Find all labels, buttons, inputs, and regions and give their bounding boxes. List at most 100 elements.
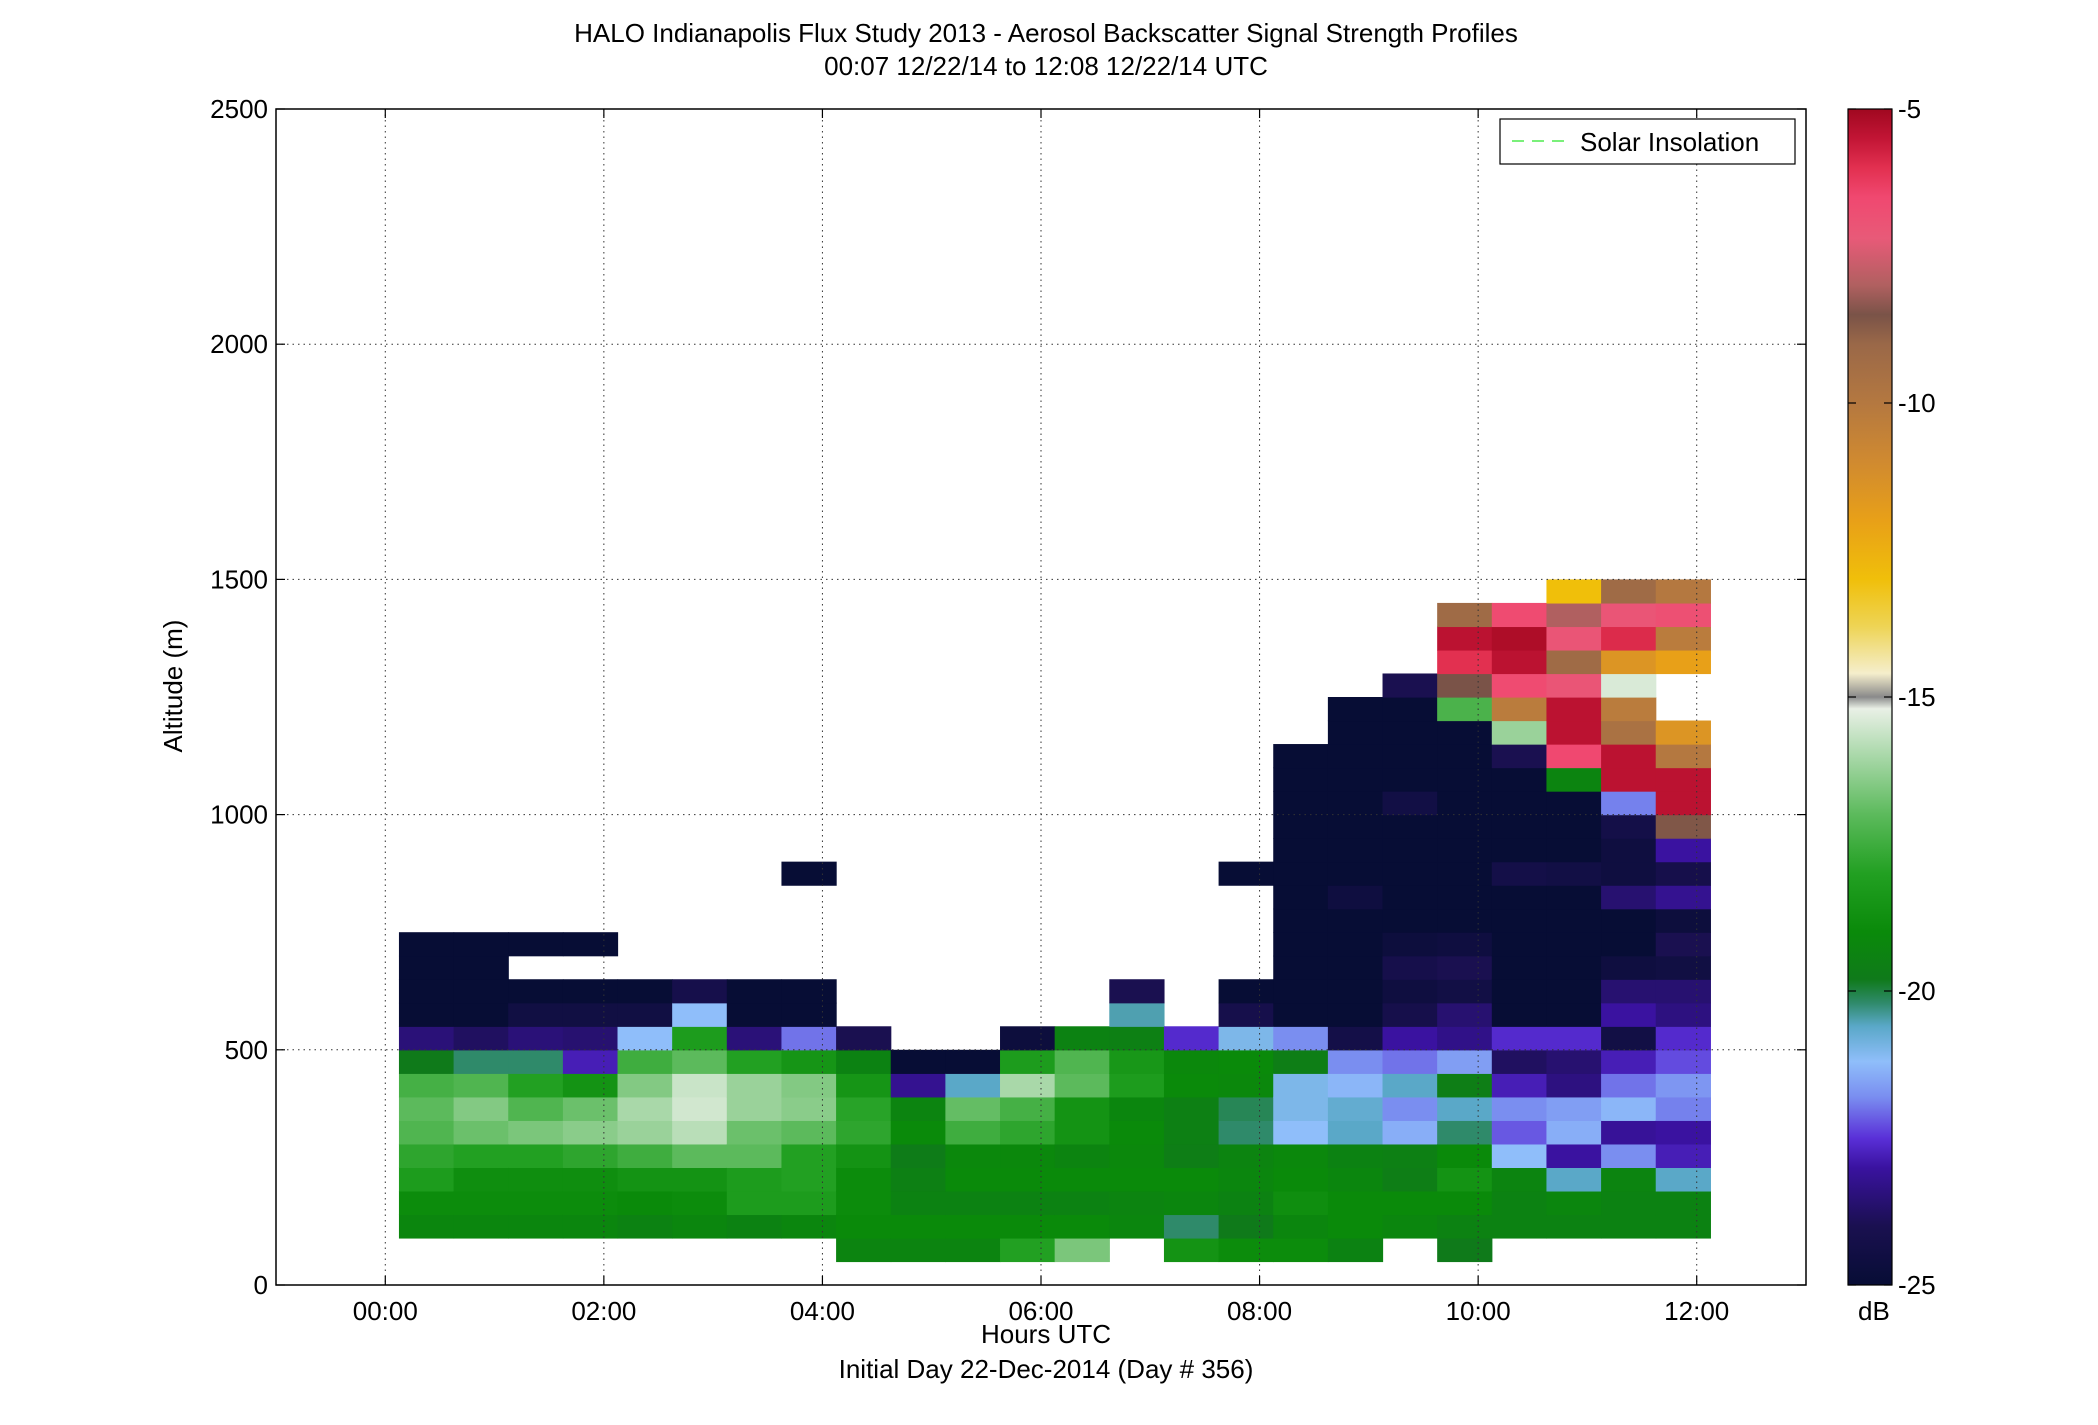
heatmap-cell bbox=[1655, 744, 1711, 769]
heatmap-cell bbox=[1491, 697, 1548, 722]
heatmap-cell bbox=[1273, 955, 1329, 980]
colorbar-ticks: -5 -10 -15 -20 -25 bbox=[1848, 94, 1936, 1300]
heatmap-cell bbox=[1655, 791, 1711, 816]
heatmap-cell bbox=[453, 1214, 509, 1239]
heatmap-cell bbox=[1491, 1096, 1548, 1121]
heatmap-cell bbox=[1437, 838, 1493, 863]
heatmap-cell bbox=[1163, 1143, 1220, 1168]
heatmap-cell bbox=[617, 1049, 673, 1074]
heatmap-cell bbox=[453, 1002, 509, 1027]
heatmap-cell bbox=[1437, 791, 1493, 816]
heatmap-cell bbox=[1437, 885, 1493, 910]
heatmap-cell bbox=[1601, 1096, 1657, 1121]
heatmap-cell bbox=[1109, 1167, 1165, 1192]
heatmap-cell bbox=[945, 1073, 1001, 1098]
heatmap-cell bbox=[1601, 720, 1657, 745]
heatmap-cell bbox=[672, 1049, 728, 1074]
heatmap-cell bbox=[1273, 1096, 1329, 1121]
heatmap-cell bbox=[1546, 861, 1602, 886]
heatmap-cell bbox=[1437, 1190, 1493, 1216]
heatmap-cell bbox=[1163, 1214, 1220, 1239]
heatmap-cell bbox=[1054, 1143, 1110, 1168]
heatmap-cell bbox=[1000, 1120, 1056, 1145]
heatmap-cell bbox=[1491, 908, 1548, 933]
chart-subtitle: 00:07 12/22/14 to 12:08 12/22/14 UTC bbox=[824, 51, 1268, 81]
heatmap-cell bbox=[1109, 1214, 1165, 1239]
heatmap-cell bbox=[1163, 1096, 1220, 1121]
heatmap-cell bbox=[1601, 1073, 1657, 1098]
heatmap-cell bbox=[1327, 767, 1384, 792]
heatmap-cell bbox=[1382, 1026, 1438, 1051]
heatmap-cell bbox=[562, 1049, 619, 1074]
legend[interactable]: Solar Insolation bbox=[1499, 118, 1796, 165]
heatmap-cell bbox=[890, 1120, 946, 1145]
legend-label-solar-insolation: Solar Insolation bbox=[1580, 127, 1759, 157]
y-tick-label: 2500 bbox=[210, 94, 268, 124]
heatmap-cell bbox=[1655, 885, 1711, 910]
heatmap-cell bbox=[672, 1120, 728, 1145]
heatmap-cell bbox=[1655, 602, 1711, 628]
heatmap-cell bbox=[1655, 1002, 1711, 1027]
heatmap-cell bbox=[1000, 1049, 1056, 1074]
heatmap-cell bbox=[1491, 626, 1548, 651]
heatmap-cell bbox=[1655, 1143, 1711, 1168]
heatmap-cell bbox=[1601, 579, 1657, 604]
heatmap-cell bbox=[1546, 791, 1602, 816]
heatmap-cell bbox=[1601, 838, 1657, 863]
heatmap-cell bbox=[726, 1167, 783, 1192]
heatmap-cell bbox=[1491, 932, 1548, 957]
heatmap-cell bbox=[1163, 1190, 1220, 1216]
heatmap-cell bbox=[398, 1167, 455, 1192]
heatmap-cell bbox=[781, 1167, 837, 1192]
heatmap-cell bbox=[562, 1073, 619, 1098]
heatmap-cell bbox=[781, 861, 837, 886]
heatmap-cell bbox=[1655, 626, 1711, 651]
heatmap-cell bbox=[1382, 1002, 1438, 1027]
heatmap-cell bbox=[1546, 720, 1602, 745]
colorbar-tick-label: -15 bbox=[1898, 682, 1936, 712]
heatmap-cell bbox=[453, 955, 509, 980]
heatmap-cell bbox=[1273, 1214, 1329, 1239]
heatmap-cell bbox=[1601, 1167, 1657, 1192]
heatmap-cell bbox=[1109, 1026, 1165, 1051]
heatmap-cell bbox=[1437, 697, 1493, 722]
heatmap-cell bbox=[836, 1026, 892, 1051]
heatmap-cell bbox=[398, 1120, 455, 1145]
heatmap-cell bbox=[453, 1073, 509, 1098]
heatmap-cell bbox=[1437, 1167, 1493, 1192]
heatmap-cell bbox=[1218, 1073, 1274, 1098]
heatmap-cell bbox=[1546, 744, 1602, 769]
heatmap-cell bbox=[398, 1026, 455, 1051]
heatmap-cell bbox=[836, 1167, 892, 1192]
heatmap-cell bbox=[1437, 814, 1493, 839]
heatmap-cell bbox=[836, 1143, 892, 1168]
colorbar-tick-label: -20 bbox=[1898, 976, 1936, 1006]
heatmap-cell bbox=[726, 1049, 783, 1074]
heatmap-cell bbox=[562, 932, 619, 957]
heatmap-cell bbox=[1273, 1167, 1329, 1192]
heatmap-cell bbox=[1546, 579, 1602, 604]
heatmap-cell bbox=[1601, 673, 1657, 698]
heatmap-cell bbox=[1382, 720, 1438, 745]
heatmap-cell bbox=[1382, 1073, 1438, 1098]
heatmap-cell bbox=[1109, 979, 1165, 1004]
heatmap-cell bbox=[1546, 932, 1602, 957]
heatmap-cell bbox=[508, 932, 564, 957]
heatmap-cell bbox=[1054, 1214, 1110, 1239]
heatmap-cell bbox=[398, 1073, 455, 1098]
y-tick-label: 500 bbox=[225, 1035, 268, 1065]
heatmap-cell bbox=[398, 1049, 455, 1074]
y-tick-label: 1000 bbox=[210, 800, 268, 830]
heatmap-cell bbox=[1655, 814, 1711, 839]
heatmap-cell bbox=[945, 1096, 1001, 1121]
heatmap-cell bbox=[617, 1002, 673, 1027]
heatmap-cell bbox=[1218, 1167, 1274, 1192]
heatmap-cell bbox=[508, 1073, 564, 1098]
heatmap-cell bbox=[1382, 1120, 1438, 1145]
heatmap-cell bbox=[1273, 885, 1329, 910]
colorbar: -5 -10 -15 -20 -25 dB bbox=[1847, 94, 1936, 1326]
heatmap-cell bbox=[1437, 1049, 1493, 1074]
heatmap-cell bbox=[1000, 1167, 1056, 1192]
heatmap-cell bbox=[1601, 885, 1657, 910]
colorbar-tick-label: -25 bbox=[1898, 1270, 1936, 1300]
